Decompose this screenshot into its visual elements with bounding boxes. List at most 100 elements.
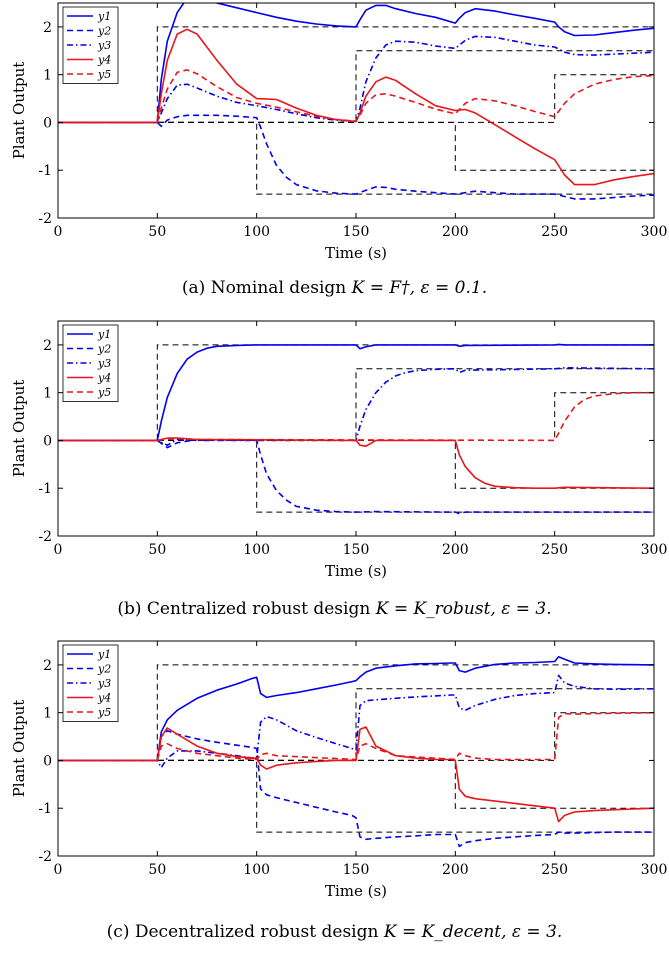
series-a-y4 (58, 28, 654, 186)
y-tick-label-a-1: -1 (38, 163, 52, 179)
x-tick-label-b-5: 250 (541, 542, 568, 558)
x-tick-label-b-4: 200 (442, 542, 469, 558)
legend-label-c-y1: y1 (97, 648, 111, 661)
x-tick-label-b-3: 150 (343, 542, 370, 558)
chart-panel-c: 0 50 100 150 200 250 300 -2 -1 0 1 2 Time (s) Plant O… (10, 640, 668, 900)
caption-a-prefix: (a) Nominal design (181, 278, 352, 298)
legend-label-a-y2: y2 (97, 25, 111, 38)
plot-area-b (58, 343, 654, 515)
reference-step-b-4 (58, 439, 654, 489)
reference-step-a-4 (58, 121, 654, 171)
y-tick-label-b-3: 1 (43, 386, 52, 402)
x-tick-label-c-5: 250 (541, 862, 568, 878)
x-axis-label-a: Time (s) (325, 244, 387, 262)
y-tick-label-c-0: -2 (38, 849, 52, 865)
series-a-y2 (58, 114, 654, 200)
x-tick-label-b-2: 100 (243, 542, 270, 558)
series-b-y5 (58, 391, 654, 442)
x-tick-label-a-1: 50 (148, 224, 166, 240)
chart-panel-b: 0 50 100 150 200 250 300 -2 -1 0 1 2 Time (s) Plant O… (10, 320, 667, 580)
series-c-y2 (58, 730, 654, 848)
caption-a-math: K = F†, ε = 0.1. (351, 278, 488, 298)
legend-label-c-y4: y4 (97, 692, 111, 705)
legend-label-a-y5: y5 (97, 68, 111, 81)
reference-step-b-5 (58, 392, 654, 441)
series-a-y5 (58, 69, 654, 124)
reference-step-c-2 (58, 759, 654, 833)
y-tick-label-b-4: 2 (43, 338, 52, 354)
series-c-y4 (58, 726, 654, 823)
axes-frame-b (57, 320, 655, 537)
x-tick-label-b-0: 0 (54, 542, 63, 558)
caption-b-prefix: (b) Centralized robust design (117, 599, 376, 619)
y-tick-label-a-3: 1 (43, 68, 52, 84)
legend-label-a-y3: y3 (97, 39, 111, 52)
caption-c: (c) Decentralized robust design K = K_de… (0, 922, 669, 942)
chart-panel-a: 0 50 100 150 200 250 300 -2 -1 0 1 2 Time (s) Plant O… (10, 2, 668, 262)
series-b-y1 (58, 343, 654, 442)
reference-step-a-1 (58, 26, 654, 123)
y-tick-label-a-0: -2 (38, 211, 52, 227)
series-c-y5 (58, 711, 654, 762)
x-tick-label-b-1: 50 (148, 542, 166, 558)
reference-step-a-5 (58, 74, 654, 123)
y-tick-label-c-3: 1 (43, 706, 52, 722)
legend-label-b-y5: y5 (97, 386, 111, 399)
legend-label-b-y1: y1 (97, 328, 111, 341)
x-tick-label-c-4: 200 (442, 862, 469, 878)
x-tick-label-a-5: 250 (541, 224, 568, 240)
x-tick-label-c-1: 50 (148, 862, 166, 878)
caption-a: (a) Nominal design K = F†, ε = 0.1. (0, 278, 669, 298)
y-tick-label-b-2: 0 (43, 433, 52, 449)
x-tick-label-c-2: 100 (243, 862, 270, 878)
x-tick-label-a-3: 150 (343, 224, 370, 240)
x-tick-label-a-4: 200 (442, 224, 469, 240)
y-tick-label-c-1: -1 (38, 801, 52, 817)
x-tick-label-c-0: 0 (54, 862, 63, 878)
reference-step-c-5 (58, 712, 654, 761)
series-b-y4 (58, 437, 654, 489)
caption-c-math: K = K_decent, ε = 3. (383, 922, 563, 942)
x-tick-label-c-6: 300 (641, 862, 668, 878)
reference-step-c-4 (58, 759, 654, 809)
y-axis-label-a: Plant Output (10, 62, 28, 160)
y-tick-label-c-2: 0 (43, 753, 52, 769)
x-axis-label-b: Time (s) (325, 562, 387, 580)
series-c-y1 (58, 655, 654, 762)
y-tick-label-c-4: 2 (43, 658, 52, 674)
y-tick-label-a-2: 0 (43, 115, 52, 131)
x-tick-label-a-6: 300 (641, 224, 668, 240)
caption-b-math: K = K_robust, ε = 3. (375, 599, 552, 619)
y-axis-label-b: Plant Output (10, 380, 28, 478)
legend-label-b-y2: y2 (97, 343, 111, 356)
series-b-y2 (58, 438, 654, 515)
y-tick-label-a-4: 2 (43, 20, 52, 36)
legend-label-c-y3: y3 (97, 677, 111, 690)
x-tick-label-a-2: 100 (243, 224, 270, 240)
legend-label-a-y4: y4 (97, 54, 111, 67)
legend-label-b-y4: y4 (97, 372, 111, 385)
caption-c-prefix: (c) Decentralized robust design (106, 922, 384, 942)
plot-area-c (58, 655, 654, 848)
series-b-y3 (58, 366, 654, 446)
series-a-y1 (58, 3, 654, 124)
reference-step-a-3 (58, 50, 654, 123)
legend-label-a-y1: y1 (97, 10, 111, 23)
y-axis-label-c: Plant Output (10, 700, 28, 798)
legend-label-b-y3: y3 (97, 357, 111, 370)
plot-area-a (58, 3, 654, 200)
reference-step-b-2 (58, 439, 654, 513)
x-axis-label-c: Time (s) (325, 882, 387, 900)
legend-label-c-y2: y2 (97, 663, 111, 676)
reference-step-a-2 (58, 121, 654, 195)
series-a-y3 (58, 35, 654, 124)
y-tick-label-b-0: -2 (38, 529, 52, 545)
caption-b: (b) Centralized robust design K = K_robu… (0, 599, 669, 619)
legend-label-c-y5: y5 (97, 706, 111, 719)
x-tick-label-c-3: 150 (343, 862, 370, 878)
y-tick-label-b-1: -1 (38, 481, 52, 497)
axes-frame-a (57, 2, 655, 219)
